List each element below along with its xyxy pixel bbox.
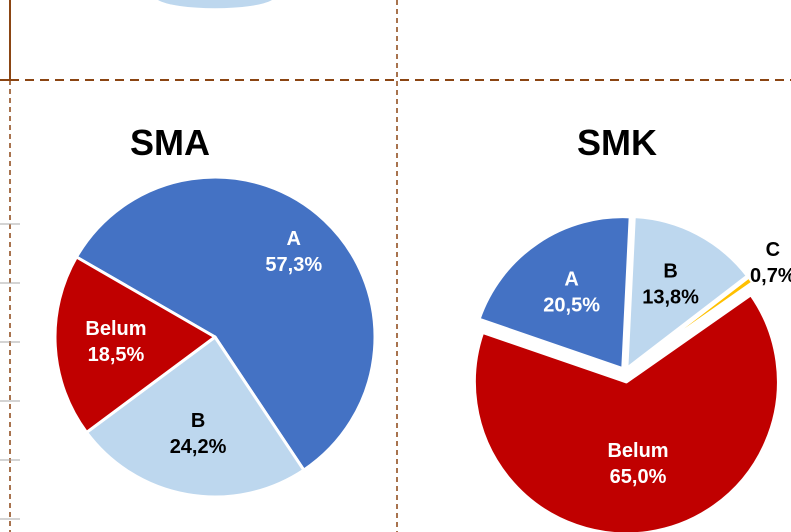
slice-name: A — [287, 228, 301, 250]
pie-slice — [626, 275, 755, 372]
slice-value-label: 0,7% — [750, 265, 791, 287]
slice-name: B — [663, 260, 677, 282]
slice-value-label: 57,3% — [265, 254, 322, 276]
pie-slice — [85, 335, 306, 499]
pie-slice — [472, 293, 780, 532]
slice-value-label: 20,5% — [543, 294, 600, 316]
slice-name: B — [191, 410, 205, 432]
slice-name: A — [564, 268, 578, 290]
side-ticks — [0, 223, 20, 520]
pie-slice — [74, 175, 377, 472]
chart-title: SMK — [577, 122, 657, 163]
pie-slice — [477, 215, 632, 371]
slice-value-label: 18,5% — [88, 344, 145, 366]
slice-name: C — [766, 239, 780, 261]
pie-slice — [53, 255, 217, 434]
pie-slice — [625, 215, 749, 370]
slice-value-label: 13,8% — [642, 286, 699, 308]
partial-pie — [158, 0, 272, 9]
charts: SMA A 57,3% B 24,2% Belum 18,5% SMK A 20,5% B 13,8%… — [53, 122, 791, 532]
slice-name: Belum — [607, 440, 668, 462]
slice-value-label: 65,0% — [610, 466, 667, 488]
slice-name: Belum — [85, 318, 146, 340]
chart-title: SMA — [130, 122, 210, 163]
slice-value-label: 24,2% — [170, 436, 227, 458]
